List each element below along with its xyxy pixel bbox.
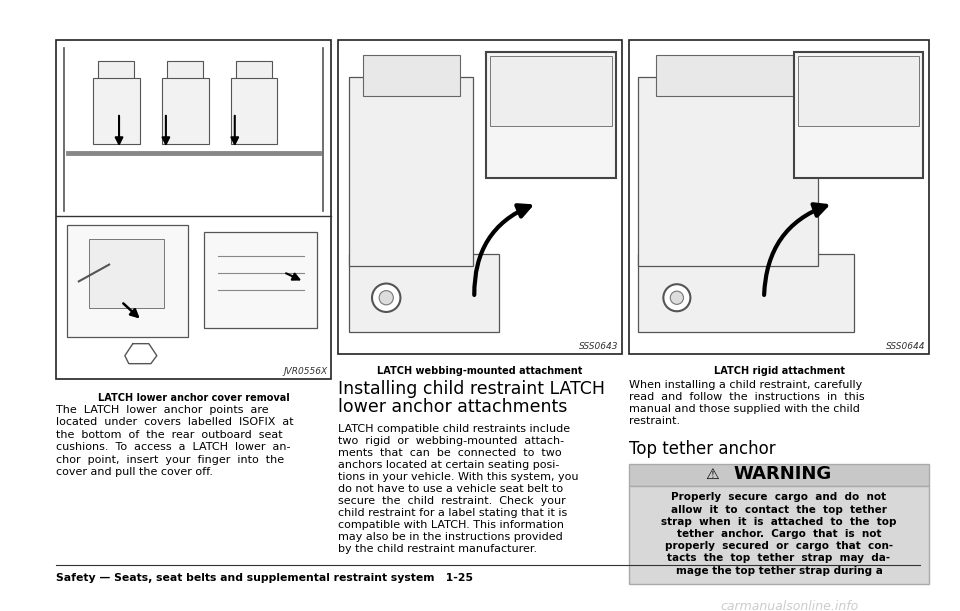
Bar [230,78,277,144]
Text: LATCH webbing-mounted attachment: LATCH webbing-mounted attachment [377,367,583,376]
Bar [656,56,800,97]
Bar [88,239,164,308]
Text: may also be in the instructions provided: may also be in the instructions provided [338,532,563,543]
Text: The  LATCH  lower  anchor  points  are: The LATCH lower anchor points are [56,405,268,415]
Text: tions in your vehicle. With this system, you: tions in your vehicle. With this system,… [338,472,579,482]
Text: two  rigid  or  webbing-mounted  attach-: two rigid or webbing-mounted attach- [338,436,564,447]
Text: LATCH rigid attachment: LATCH rigid attachment [713,367,845,376]
Text: JVR0556X: JVR0556X [283,367,327,376]
Bar [637,254,854,332]
Text: compatible with LATCH. This information: compatible with LATCH. This information [338,521,564,530]
Text: WARNING: WARNING [734,466,832,483]
Text: chor  point,  insert  your  finger  into  the: chor point, insert your finger into the [56,455,284,465]
Bar [349,78,472,266]
Text: cover and pull the cover off.: cover and pull the cover off. [56,467,213,477]
Text: Installing child restraint LATCH: Installing child restraint LATCH [338,381,605,398]
Text: ments  that  can  be  connected  to  two: ments that can be connected to two [338,448,562,458]
Text: lower anchor attachments: lower anchor attachments [338,398,567,416]
Bar [629,40,929,354]
Text: LATCH lower anchor cover removal: LATCH lower anchor cover removal [98,393,289,403]
Bar [204,232,318,327]
Bar [794,53,924,178]
Text: Safety — Seats, seat belts and supplemental restraint system   1-25: Safety — Seats, seat belts and supplemen… [56,573,472,583]
Bar [637,78,818,266]
Bar [629,486,929,584]
Text: tether  anchor.  Cargo  that  is  not: tether anchor. Cargo that is not [677,529,881,539]
Text: restraint.: restraint. [629,416,680,426]
Text: properly  secured  or  cargo  that  con-: properly secured or cargo that con- [665,541,893,551]
Text: ⚠: ⚠ [706,467,719,482]
Text: cushions.  To  access  a  LATCH  lower  an-: cushions. To access a LATCH lower an- [56,442,290,452]
Bar [98,60,134,87]
Bar [629,464,929,486]
Text: by the child restraint manufacturer.: by the child restraint manufacturer. [338,544,537,554]
Circle shape [670,291,684,304]
Text: SSS0643: SSS0643 [579,342,618,351]
Text: SSS0644: SSS0644 [886,342,925,351]
Text: carmanualsonline.info: carmanualsonline.info [720,600,858,611]
Circle shape [663,284,690,311]
Text: Top tether anchor: Top tether anchor [629,441,776,458]
Circle shape [379,291,394,305]
Bar [93,78,140,144]
Bar [66,225,188,337]
Bar [236,60,272,87]
Text: read  and  follow  the  instructions  in  this: read and follow the instructions in this [629,392,864,403]
Bar [338,40,622,354]
Bar [486,53,616,178]
Text: LATCH compatible child restraints include: LATCH compatible child restraints includ… [338,425,570,434]
Text: tacts  the  top  tether  strap  may  da-: tacts the top tether strap may da- [667,554,891,563]
Text: Properly  secure  cargo  and  do  not: Properly secure cargo and do not [671,492,887,502]
Text: located  under  covers  labelled  ISOFIX  at: located under covers labelled ISOFIX at [56,417,294,427]
Text: anchors located at certain seating posi-: anchors located at certain seating posi- [338,460,560,470]
Text: manual and those supplied with the child: manual and those supplied with the child [629,404,859,414]
Bar [161,78,208,144]
Text: child restraint for a label stating that it is: child restraint for a label stating that… [338,508,567,518]
Text: secure  the  child  restraint.  Check  your: secure the child restraint. Check your [338,496,565,507]
Text: strap  when  it  is  attached  to  the  top: strap when it is attached to the top [661,517,897,527]
Bar [56,40,331,379]
Text: the  bottom  of  the  rear  outboard  seat: the bottom of the rear outboard seat [56,430,282,440]
Text: mage the top tether strap during a: mage the top tether strap during a [676,566,882,576]
Bar [167,60,204,87]
Bar [490,56,612,125]
Bar [364,56,460,97]
Text: When installing a child restraint, carefully: When installing a child restraint, caref… [629,381,862,390]
Bar [798,56,920,125]
Circle shape [372,284,400,312]
Bar [349,254,499,332]
Text: do not have to use a vehicle seat belt to: do not have to use a vehicle seat belt t… [338,485,564,494]
Text: allow  it  to  contact  the  top  tether: allow it to contact the top tether [671,505,887,514]
